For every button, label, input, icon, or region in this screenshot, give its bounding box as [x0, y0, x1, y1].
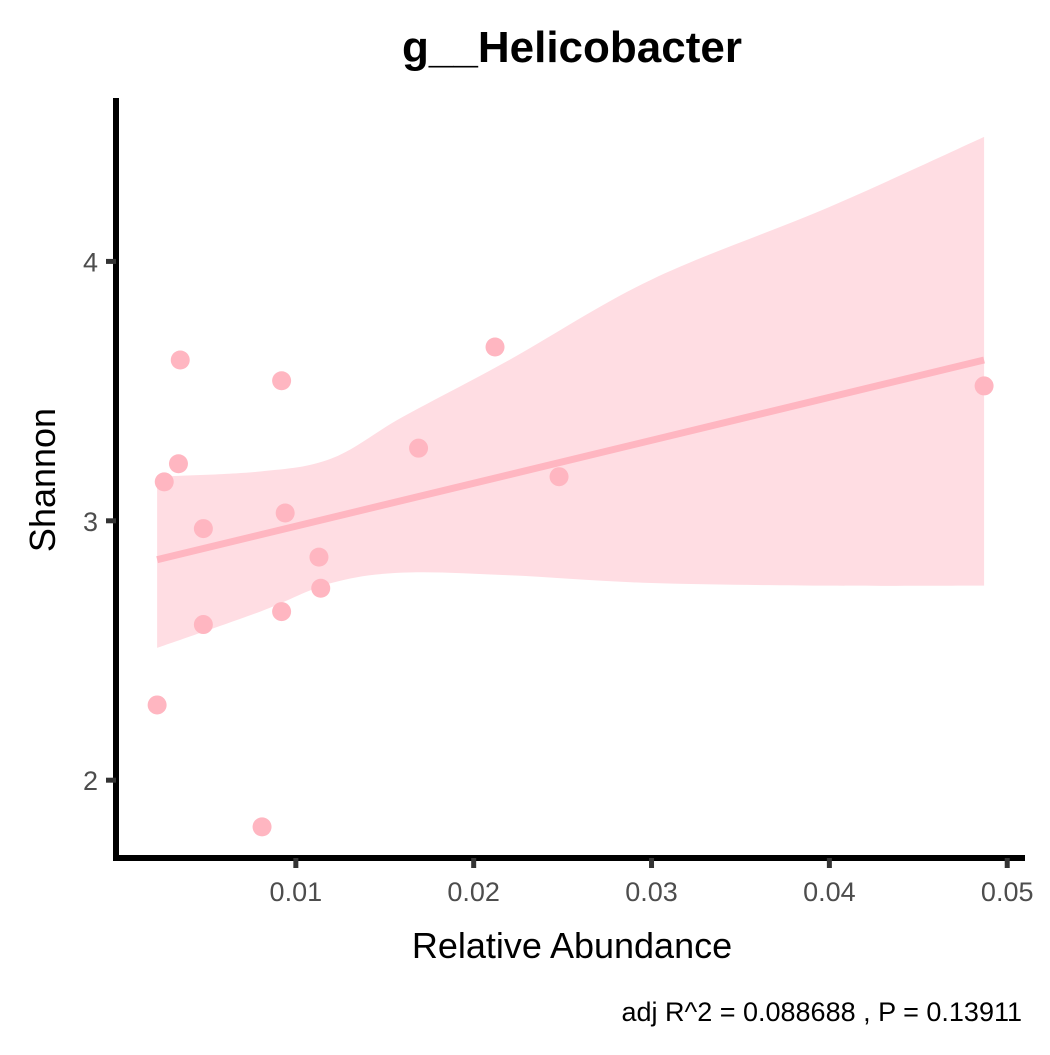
regression-line	[156, 356, 985, 564]
x-tick-label: 0.02	[447, 877, 500, 907]
data-point	[170, 350, 190, 370]
confidence-band	[157, 136, 985, 648]
data-point	[485, 337, 505, 357]
data-point	[974, 376, 994, 396]
data-points-layer	[147, 337, 994, 837]
confidence-band-layer	[157, 136, 985, 648]
data-point	[252, 817, 272, 837]
x-axis-title: Relative Abundance	[412, 925, 732, 966]
data-point	[193, 615, 213, 635]
data-point	[272, 602, 292, 622]
x-tick-label: 0.01	[270, 877, 323, 907]
data-point	[154, 472, 174, 492]
y-tick-label: 2	[83, 766, 98, 796]
data-point	[193, 519, 213, 539]
data-point	[311, 578, 331, 598]
regression-line-layer	[156, 356, 985, 564]
data-point	[309, 547, 329, 567]
y-tick-label: 4	[83, 247, 98, 277]
y-tick-label: 3	[83, 507, 98, 537]
axes-layer: 0.01 0.02 0.03 0.04 0.05 2 3 4	[83, 98, 1034, 907]
stats-caption: adj R^2 = 0.088688 , P = 0.13911	[622, 997, 1023, 1027]
data-point	[147, 695, 167, 715]
chart-title: g__Helicobacter	[402, 23, 742, 72]
data-point	[272, 371, 292, 391]
data-point	[549, 467, 569, 487]
data-point	[275, 503, 295, 523]
x-tick-label: 0.05	[981, 877, 1034, 907]
data-point	[409, 438, 429, 458]
x-tick-label: 0.03	[625, 877, 678, 907]
x-tick-label: 0.04	[803, 877, 856, 907]
y-axis-title: Shannon	[22, 408, 63, 552]
data-point	[168, 454, 188, 474]
